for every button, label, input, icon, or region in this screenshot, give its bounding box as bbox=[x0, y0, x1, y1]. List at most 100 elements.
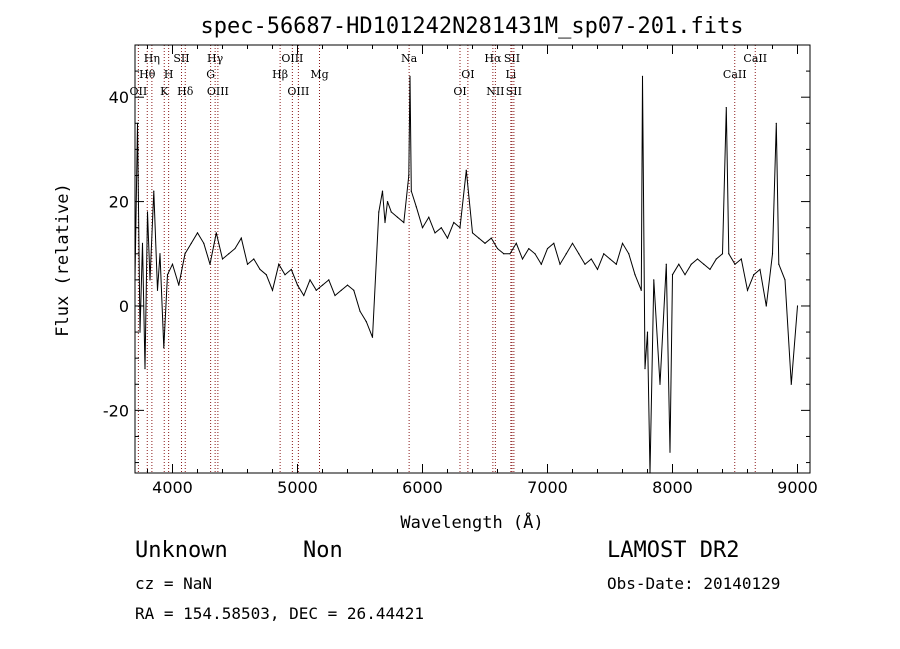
data-point bbox=[163, 347, 165, 349]
data-point bbox=[796, 305, 799, 307]
x-tick-label: 5000 bbox=[277, 478, 318, 497]
data-point bbox=[503, 253, 505, 255]
x-tick-label: 7000 bbox=[527, 478, 568, 497]
spectrum-line bbox=[134, 76, 798, 474]
line-label: Na bbox=[401, 52, 418, 65]
data-point bbox=[459, 227, 461, 229]
data-point bbox=[490, 237, 492, 239]
data-point bbox=[303, 294, 305, 297]
data-point bbox=[409, 75, 411, 77]
line-label: G bbox=[206, 68, 215, 81]
data-point bbox=[584, 263, 586, 265]
data-point bbox=[509, 253, 511, 255]
data-point bbox=[703, 263, 705, 265]
line-label: Hη bbox=[144, 52, 160, 65]
data-point bbox=[534, 253, 536, 255]
data-point bbox=[528, 247, 530, 250]
data-point bbox=[156, 289, 159, 291]
data-point bbox=[628, 253, 630, 255]
data-point bbox=[784, 279, 786, 281]
data-point bbox=[740, 258, 742, 260]
data-point bbox=[778, 263, 780, 265]
line-label: Hα bbox=[484, 52, 502, 65]
line-label: Hδ bbox=[177, 85, 194, 98]
data-point bbox=[178, 284, 180, 286]
data-point bbox=[265, 274, 267, 276]
line-label: CaII bbox=[723, 68, 747, 81]
data-point bbox=[546, 247, 549, 250]
data-point bbox=[240, 237, 242, 239]
survey-label: LAMOST DR2 bbox=[607, 538, 740, 563]
data-point bbox=[659, 383, 661, 385]
chart-title: spec-56687-HD101242N281431M_sp07-201.fit… bbox=[200, 14, 743, 39]
data-point bbox=[771, 253, 774, 255]
y-tick-label: -20 bbox=[103, 401, 129, 420]
data-point bbox=[521, 258, 524, 260]
data-point bbox=[139, 331, 141, 333]
data-point bbox=[440, 227, 442, 229]
data-point bbox=[641, 75, 644, 77]
spectrum-series bbox=[134, 75, 799, 474]
data-point bbox=[615, 263, 617, 265]
data-point bbox=[410, 190, 412, 192]
data-point bbox=[478, 237, 480, 239]
data-point bbox=[290, 268, 292, 271]
y-tick-label: 0 bbox=[119, 297, 129, 316]
data-point bbox=[696, 258, 699, 260]
data-point bbox=[144, 368, 146, 370]
data-point bbox=[790, 383, 792, 385]
data-point bbox=[353, 289, 355, 291]
data-point bbox=[381, 190, 384, 192]
data-point bbox=[421, 227, 424, 229]
data-point bbox=[721, 253, 724, 255]
data-point bbox=[596, 268, 599, 271]
data-point bbox=[553, 242, 555, 244]
y-tick-label: 40 bbox=[109, 88, 129, 107]
data-point bbox=[603, 253, 605, 255]
data-point bbox=[644, 368, 646, 370]
data-point bbox=[634, 274, 636, 276]
data-point bbox=[403, 221, 405, 224]
data-point bbox=[328, 279, 330, 281]
line-label: SII bbox=[506, 85, 522, 98]
class-label: Unknown bbox=[135, 538, 228, 563]
x-tick-label: 6000 bbox=[402, 478, 443, 497]
redshift-value: cz = NaN bbox=[135, 574, 213, 593]
data-point bbox=[725, 107, 727, 109]
y-tick-label: 20 bbox=[109, 193, 129, 212]
data-point bbox=[515, 242, 517, 244]
data-point bbox=[215, 232, 217, 234]
data-point bbox=[378, 211, 380, 213]
line-label: SII bbox=[173, 52, 189, 65]
data-point bbox=[203, 242, 205, 244]
observation-date: Obs-Date: 20140129 bbox=[607, 574, 781, 593]
data-point bbox=[578, 253, 580, 255]
line-label: Mg bbox=[310, 68, 328, 81]
data-point bbox=[428, 216, 430, 218]
data-point bbox=[653, 279, 655, 281]
data-point bbox=[340, 289, 342, 291]
data-point bbox=[190, 242, 192, 244]
data-point bbox=[278, 263, 280, 265]
spectrum-chart: spec-56687-HD101242N281431M_sp07-201.fit… bbox=[53, 14, 818, 533]
data-point bbox=[221, 258, 224, 260]
data-point bbox=[253, 258, 255, 260]
data-point bbox=[159, 253, 161, 255]
coordinates: RA = 154.58503, DEC = 26.44421 bbox=[135, 604, 424, 623]
data-point bbox=[434, 232, 436, 234]
data-point bbox=[540, 263, 542, 265]
line-label: Hγ bbox=[207, 52, 224, 65]
x-tick-label: 8000 bbox=[652, 478, 693, 497]
spectral-line-markers: OIIHθHηKHSIIHδHγGOIIIHβOIIIOIIIMgNaOIOIH… bbox=[130, 45, 767, 473]
plot-frame bbox=[134, 44, 811, 474]
data-point bbox=[284, 274, 286, 276]
line-label: NII bbox=[486, 85, 504, 98]
data-point bbox=[728, 253, 730, 255]
data-point bbox=[690, 263, 692, 265]
data-point bbox=[146, 211, 149, 213]
line-label: OI bbox=[461, 68, 474, 81]
data-point bbox=[184, 253, 186, 255]
data-point bbox=[315, 289, 317, 291]
line-label: OI bbox=[453, 85, 466, 98]
line-label: Li bbox=[505, 68, 516, 81]
